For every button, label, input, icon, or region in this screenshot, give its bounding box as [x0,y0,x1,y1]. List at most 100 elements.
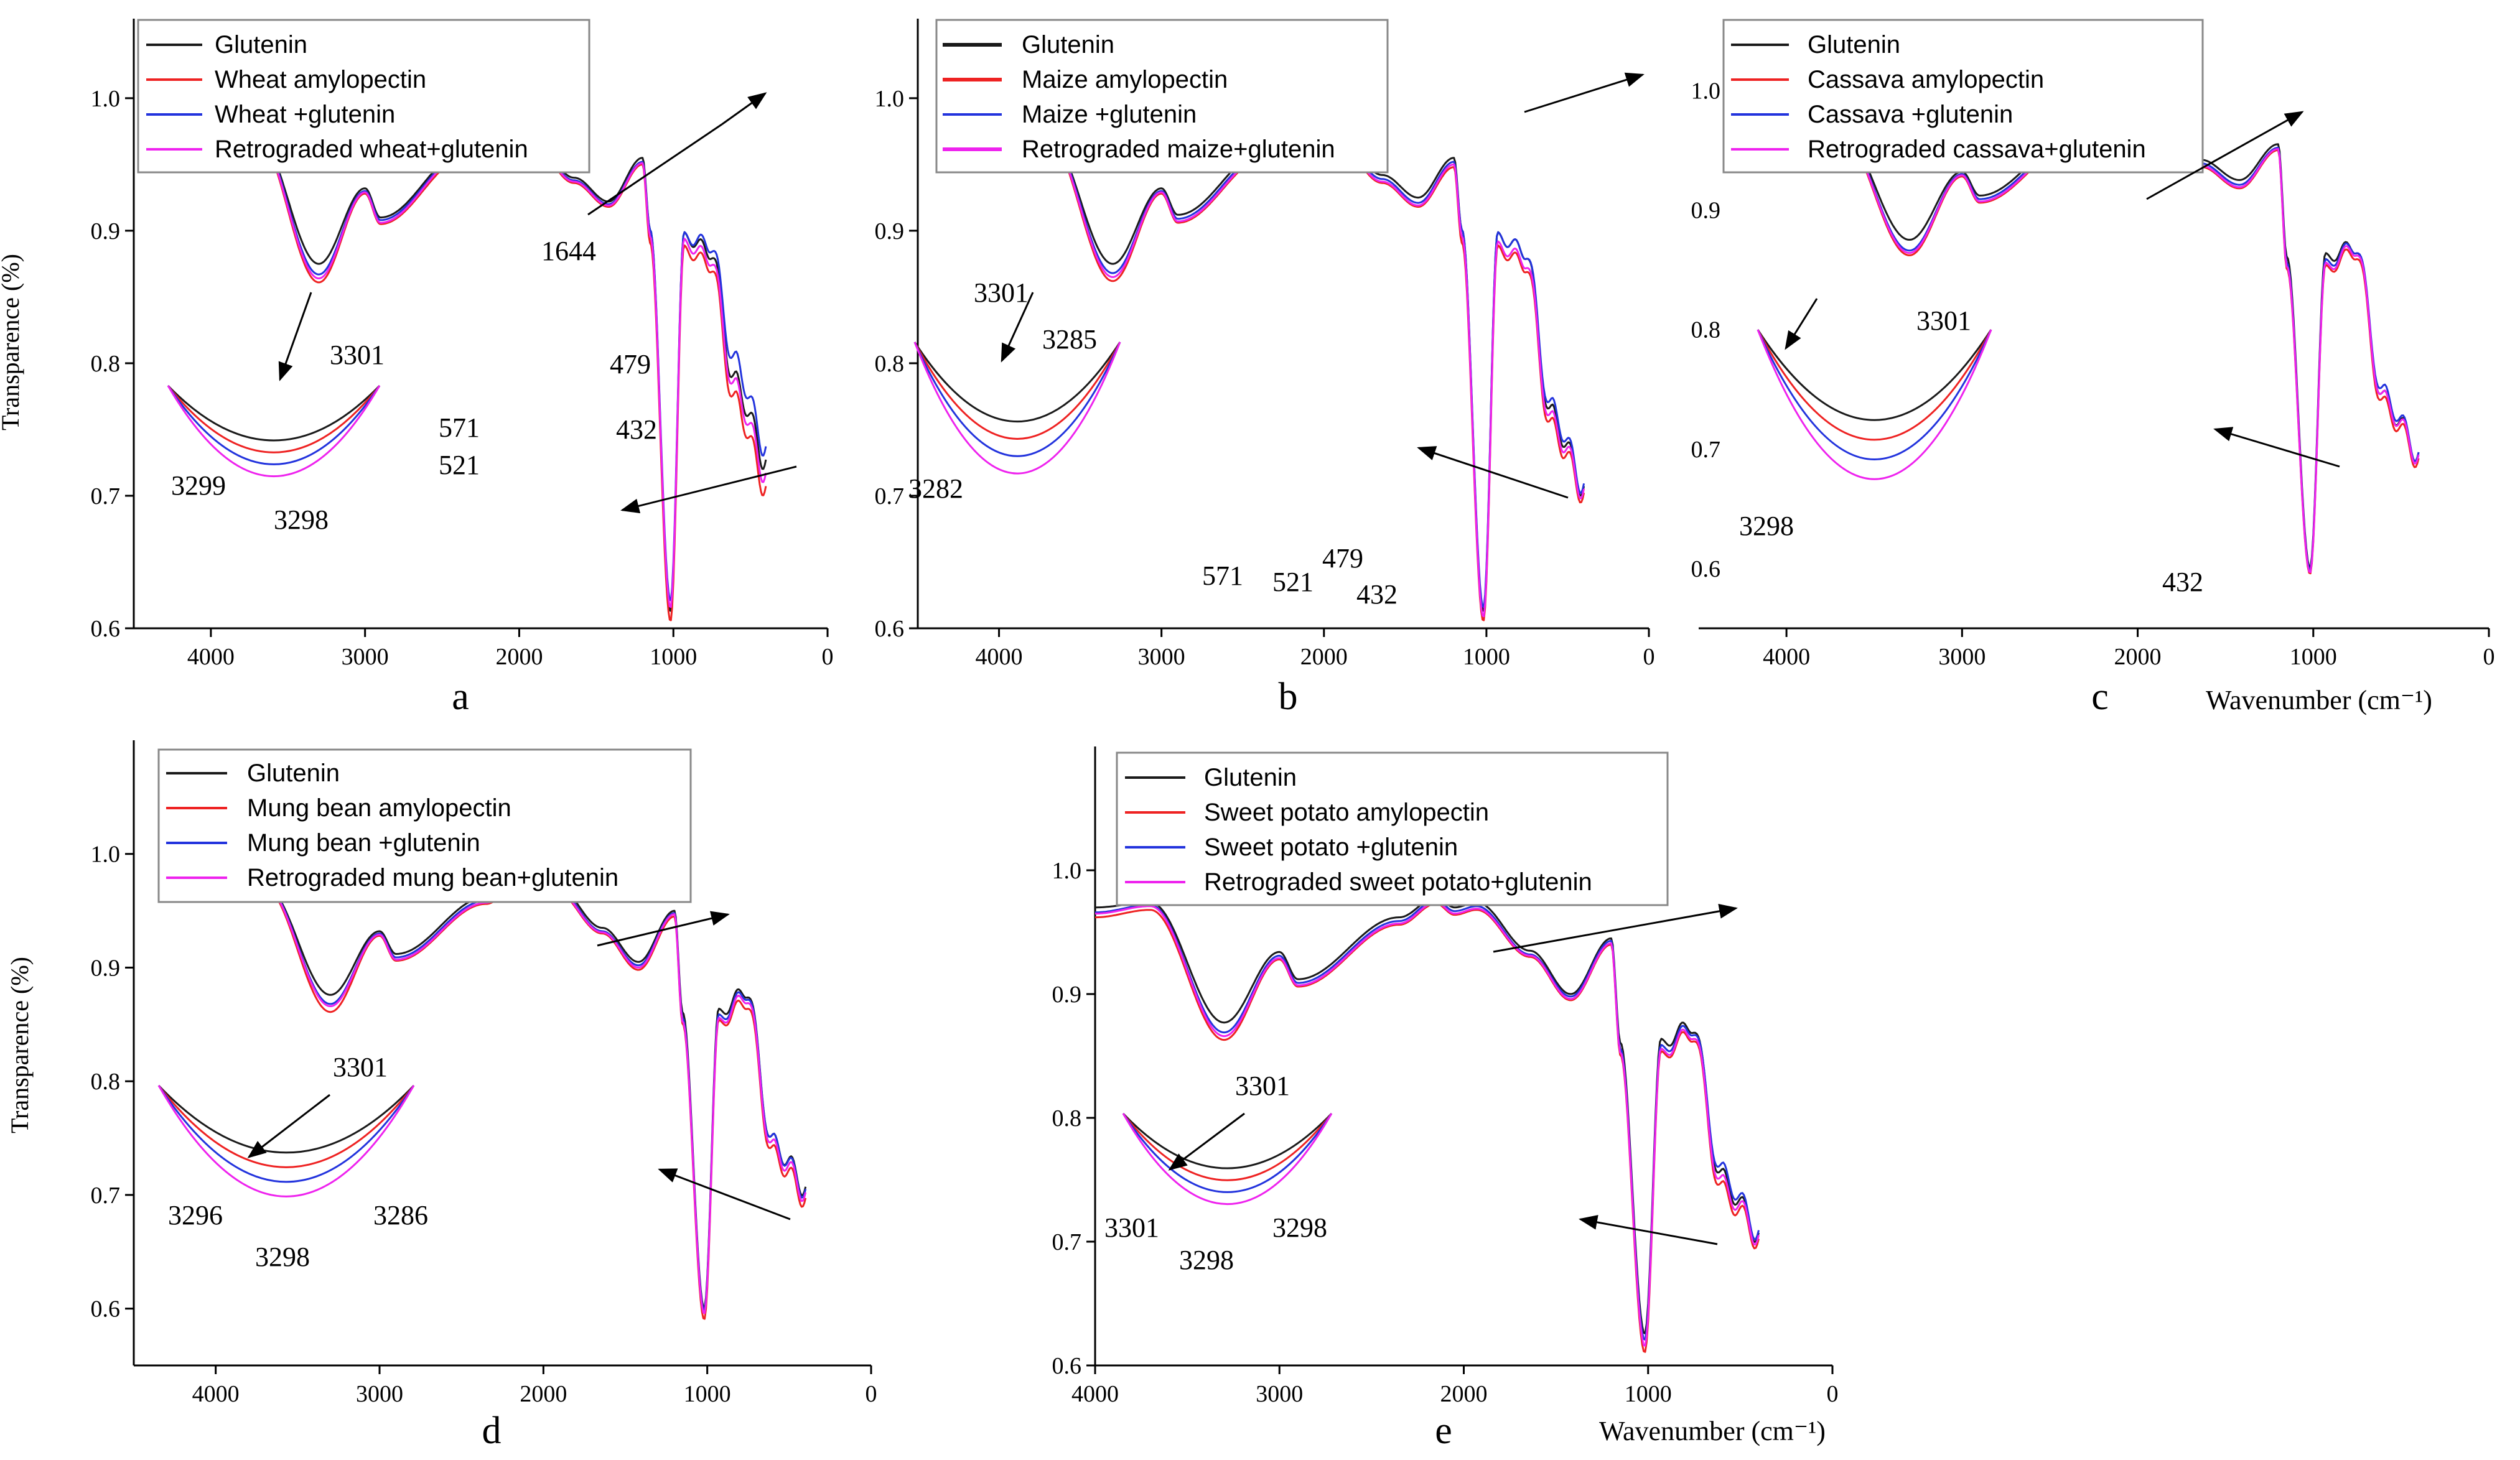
legend-entry-0: Glutenin [1204,764,1297,791]
arrow-1644 [587,123,722,216]
zoom-arrow [1524,72,1645,113]
legend-entry-3: Retrograded cassava+glutenin [1808,136,2146,163]
panel-e-series [1094,896,1760,1353]
inset-oh-curve [913,342,1121,422]
zoom-arrow [597,911,730,947]
annotation-3298: 3298 [255,1242,310,1272]
y-tick-label: 0.9 [91,218,121,244]
legend-entry-0: Glutenin [247,760,340,787]
y-tick-label: 1.0 [91,86,121,112]
inset-oh-curve [913,342,1121,440]
annotation-1644: 1644 [541,236,596,266]
legend-entry-1: Maize amylopectin [1022,66,1228,93]
x-tick-label: 0 [866,1381,877,1407]
panel-e-xlabel: Wavenumber (cm⁻¹) [1599,1416,1826,1446]
annotation-3298-right: 3298 [1272,1212,1327,1243]
panel-c-series [1786,116,2420,575]
y-tick-label: 0.8 [91,351,121,377]
x-tick-label: 2000 [1300,644,1348,670]
y-tick-label: 0.7 [91,1183,121,1209]
annotation-3298-bottom: 3298 [1179,1245,1234,1275]
y-tick-label: 0.6 [91,616,121,642]
annotation-521: 521 [439,450,480,480]
zoom-arrow [278,292,312,381]
x-tick-label: 1000 [1625,1381,1672,1407]
panel-d-letter: d [482,1410,502,1452]
annotation-3282: 3282 [908,473,963,504]
legend-entry-0: Glutenin [1808,31,1900,58]
panel-e-letter: e [1435,1410,1452,1452]
legend-entry-3: Retrograded mung bean+glutenin [247,864,618,891]
panel-a-ylabel: Transparence (%) [0,254,24,430]
legend-entry-2: Sweet potato +glutenin [1204,834,1458,861]
zoom-arrow [2213,427,2340,468]
panel-e-axes: 4000 3000 2000 1000 0 0.6 0.7 0.8 0.9 1.0 [1052,746,1839,1407]
y-tick-label: 0.9 [1691,197,1721,223]
panel-d-axes: 4000 3000 2000 1000 0 0.6 0.7 0.8 0.9 1.0 [91,740,877,1407]
y-tick-label: 0.7 [875,483,905,509]
panel-b-series [999,126,1585,621]
panel-a: 4000 3000 2000 1000 0 0.6 0.7 0.8 0.9 1.0 Transpa… [0,19,834,718]
annotation-3301: 3301 [330,340,385,370]
panel-c-axes: 4000 3000 2000 1000 0 0.6 0.7 0.8 0.9 1.0 [1691,78,2495,670]
y-tick-label: 0.9 [1052,982,1082,1008]
panel-c: 4000 3000 2000 1000 0 0.6 0.7 0.8 0.9 1.0 Gluteni… [1691,19,2495,718]
series-line-1 [1786,121,2420,575]
y-tick-label: 1.0 [875,86,905,112]
inset-oh-curve [1122,1113,1333,1206]
annotation-3298: 3298 [274,504,329,535]
panel-d-legend: Glutenin Mung bean amylopectin Mung bean… [157,748,692,903]
inset-oh-curve [167,385,381,465]
x-tick-label: 0 [2483,644,2495,670]
x-tick-label: 3000 [1938,644,1986,670]
x-tick-label: 2000 [1440,1381,1488,1407]
annotation-3298: 3298 [1739,511,1794,541]
zoom-arrow [1785,298,1818,350]
inset-oh-curve [167,385,381,478]
zoom-arrow [620,465,797,514]
y-tick-label: 0.6 [875,616,905,642]
annotation-432: 432 [1356,579,1398,610]
x-tick-label: 2000 [495,644,543,670]
legend-entry-0: Glutenin [215,31,307,58]
inset-oh-curve [167,385,381,453]
annotation-3296: 3296 [168,1200,223,1230]
x-tick-label: 0 [1643,644,1655,670]
legend-entry-1: Wheat amylopectin [215,66,426,93]
zoom-arrow [2146,111,2304,200]
zoom-arrow [1417,446,1569,499]
annotation-432: 432 [2162,567,2203,597]
series-line-0 [1786,116,2420,569]
inset-oh-curve [1122,1113,1333,1193]
series-line-1 [210,134,767,621]
series-line-3 [999,131,1585,618]
panel-a-series [210,129,767,621]
panel-b-legend: Glutenin Maize amylopectin Maize +gluten… [935,19,1389,174]
x-tick-label: 3000 [1256,1381,1303,1407]
legend-entry-2: Mung bean +glutenin [247,829,480,857]
legend-entry-1: Mung bean amylopectin [247,794,511,822]
x-tick-label: 1000 [1463,644,1510,670]
annotation-479: 479 [610,349,651,379]
panel-d: 4000 3000 2000 1000 0 0.6 0.7 0.8 0.9 1.0 Transpa… [6,740,877,1452]
panel-a-axes: 4000 3000 2000 1000 0 0.6 0.7 0.8 0.9 1.0 [91,19,834,670]
series-line-1 [1095,903,1760,1353]
zoom-arrow [1001,292,1034,363]
inset-oh-curve [913,342,1121,475]
x-tick-label: 4000 [1763,644,1810,670]
legend-entry-3: Retrograded wheat+glutenin [215,136,528,163]
inset-oh-curve [913,342,1121,457]
inset-oh-curve [157,1085,415,1183]
series-line-3 [210,131,767,608]
y-tick-label: 0.8 [875,351,905,377]
y-tick-label: 1.0 [1691,78,1721,104]
x-tick-label: 4000 [976,644,1023,670]
legend-entry-2: Wheat +glutenin [215,101,395,128]
y-tick-label: 0.6 [1691,556,1721,582]
annotation-571: 571 [1202,560,1243,591]
legend-entry-1: Sweet potato amylopectin [1204,799,1489,826]
series-line-0 [210,129,767,612]
y-tick-label: 1.0 [91,842,121,868]
x-tick-label: 3000 [342,644,389,670]
annotation-3285: 3285 [1042,324,1097,355]
